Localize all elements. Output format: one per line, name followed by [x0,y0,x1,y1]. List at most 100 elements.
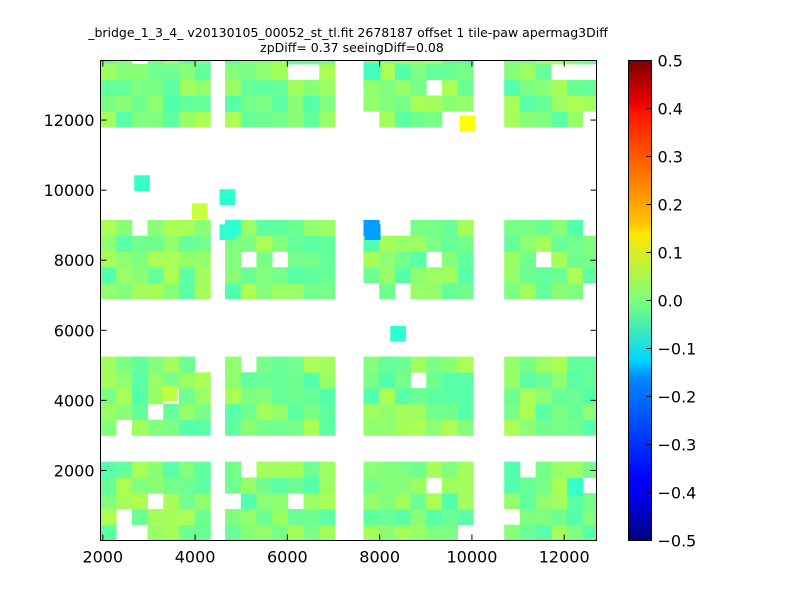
heatmap-cell [303,282,320,300]
heatmap-cell [178,95,196,112]
heatmap-cell [426,372,443,389]
heatmap-cell [551,388,568,405]
heatmap-cell [504,282,521,300]
heatmap-cell [287,235,304,252]
heatmap-cell [319,235,336,252]
heatmap-cell [551,403,568,421]
heatmap-cell [272,356,289,373]
heatmap-cell [256,356,273,373]
chart-subtitle-text: zpDiff= 0.37 seeingDiff=0.08 [260,40,444,55]
heatmap-cell [582,508,597,526]
heatmap-cell [457,235,474,252]
heatmap-cell [566,493,584,510]
heatmap-cell [457,95,474,112]
heatmap-cell [163,524,180,541]
heatmap-cell [240,419,257,436]
heatmap-cell [394,356,411,373]
heatmap-cell [566,282,584,300]
heatmap-cell [225,477,242,494]
heatmap-cell-highlight [219,224,236,241]
heatmap-cell [178,111,196,128]
heatmap-cell [504,388,521,405]
heatmap-cell [116,356,133,373]
heatmap-cell [116,403,133,421]
heatmap-cell [194,403,211,421]
heatmap-cell [100,461,117,478]
heatmap-cell [225,356,242,373]
heatmap-cell [287,95,304,112]
heatmap-cell [551,95,568,112]
heatmap-cell [566,95,584,112]
heatmap-cell [426,403,443,421]
heatmap-cell [147,95,164,112]
heatmap-cell [131,64,148,81]
heatmap-cell [410,493,427,510]
heatmap-cell [379,95,396,112]
heatmap-cell [535,372,552,389]
heatmap-cell [100,95,117,112]
heatmap-cell [240,95,257,112]
heatmap-cell [582,95,597,112]
heatmap-cell [566,372,584,389]
heatmap-cell [566,111,584,128]
heatmap-cell [519,282,536,300]
heatmap-cell [566,524,584,541]
heatmap-cell [303,79,320,96]
heatmap-cell [194,95,211,112]
heatmap-cell [287,419,304,436]
heatmap-cell [551,251,568,268]
heatmap-cell [225,60,242,65]
heatmap-cell [519,477,536,494]
heatmap-cell [319,461,336,478]
heatmap-cell [287,60,304,65]
heatmap-cell [100,388,117,405]
heatmap-cell [457,282,474,300]
heatmap-cell [519,388,536,405]
heatmap-cell [116,461,133,478]
heatmap-cell [131,235,148,252]
heatmap-cell [379,477,396,494]
heatmap-cell [100,419,117,436]
heatmap-cell [163,251,180,268]
heatmap-cell [131,508,148,526]
colorbar-tick-label: 0.5 [658,52,683,71]
heatmap-cell [303,403,320,421]
heatmap-cell-highlight [567,480,584,496]
heatmap-cell [426,235,443,252]
heatmap-cell [287,219,304,237]
heatmap-cell [394,60,411,65]
heatmap-cell [566,235,584,252]
heatmap-cell [147,461,164,478]
heatmap-cell [194,388,211,405]
heatmap-cell [394,95,411,112]
heatmap-cell [319,60,336,65]
heatmap-cell [394,235,411,252]
colorbar: 0.5 0.4 0.3 0.2 0.1 0.0 −0.1 −0.2 −0.3 −0.4 −0.5 [628,52,697,551]
heatmap-cell [410,282,427,300]
colorbar-tick-label: −0.4 [658,484,697,503]
heatmap-cell [363,60,380,65]
heatmap-cell [178,282,196,300]
heatmap-cell [163,64,180,81]
heatmap-cell [394,493,411,510]
heatmap-cell [163,493,180,510]
heatmap-cell [319,95,336,112]
heatmap-cell [194,60,211,65]
heatmap-cell [287,403,304,421]
heatmap-cell [100,477,117,494]
colorbar-tick-label: −0.1 [658,340,697,359]
heatmap-cell [147,524,164,541]
heatmap-cell [319,524,336,541]
heatmap-cell [566,356,584,373]
heatmap-cell [363,461,380,478]
heatmap-cell [319,111,336,128]
heatmap-cell [582,251,597,268]
heatmap-cell [194,267,211,284]
heatmap-cell [163,267,180,284]
heatmap-cell [535,60,552,65]
heatmap-cell [441,419,459,436]
heatmap-cell [394,419,411,436]
heatmap-cell [551,461,568,478]
heatmap-cell [163,235,180,252]
heatmap-cell [582,388,597,405]
